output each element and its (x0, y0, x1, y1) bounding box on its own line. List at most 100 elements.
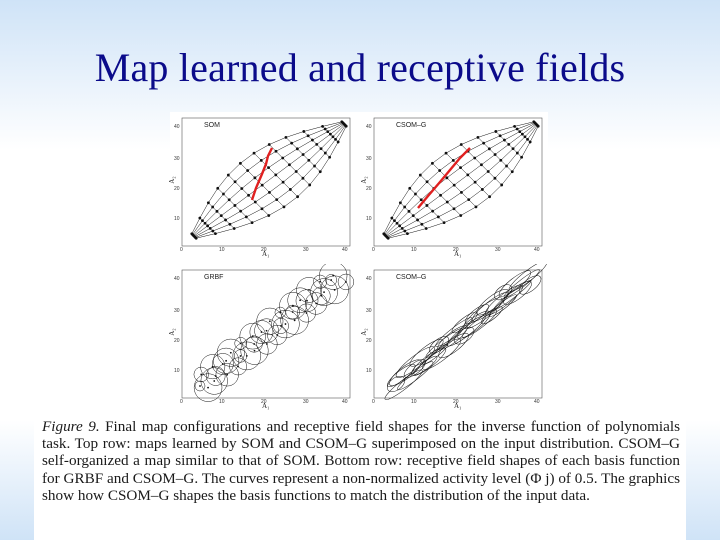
mesh-node (296, 195, 300, 199)
mesh-line (194, 124, 345, 237)
mesh-node (459, 143, 463, 146)
mesh-node (247, 193, 250, 197)
mesh-node (315, 142, 319, 146)
mesh-node (430, 161, 434, 165)
rbf-circle (313, 274, 328, 289)
receptive-field-ellipse (397, 361, 434, 391)
panel-csom-g-map-ylabel: A₂ (359, 176, 368, 184)
rbf-circle (194, 380, 206, 392)
mesh-node (211, 229, 215, 233)
mesh-node (386, 236, 390, 240)
panel-som-label: SOM (204, 122, 220, 129)
mesh-node (226, 173, 230, 177)
receptive-field-ellipse (518, 275, 542, 295)
mesh-node (282, 205, 286, 209)
rbf-circle (295, 289, 319, 312)
rbf-circle (213, 347, 240, 374)
mesh-node (313, 164, 316, 168)
mesh-node (214, 232, 217, 235)
rbf-circle (200, 367, 228, 395)
mesh-node (536, 124, 540, 128)
mesh-node (284, 135, 288, 139)
mesh-node (482, 141, 486, 145)
rbf-circle (254, 318, 279, 343)
mesh-node (439, 193, 442, 197)
rbf-circle (245, 335, 263, 353)
rbf-center (332, 274, 335, 277)
mesh-node (323, 127, 327, 131)
mesh-node (438, 169, 442, 172)
receptive-field-ellipse (387, 375, 405, 393)
mesh-node (418, 173, 422, 177)
rbf-circle (205, 366, 226, 386)
rbf-circle (280, 306, 309, 335)
rbf-circle (216, 338, 245, 367)
mesh-node (398, 224, 402, 228)
mesh-node (224, 218, 227, 222)
rbf-center (200, 373, 203, 376)
mesh-node (215, 209, 219, 213)
rbf-center (293, 319, 296, 322)
panel-som-xtick: 20 (261, 247, 267, 253)
mesh-node (498, 134, 502, 138)
rbf-circle (256, 307, 284, 335)
mesh-node (507, 142, 511, 146)
mesh-node (406, 232, 409, 235)
mesh-line (387, 125, 538, 238)
panel-csom-g-map-ytick: 10 (366, 216, 372, 222)
mesh-node (403, 229, 407, 233)
receptive-field-ellipse (451, 311, 478, 334)
mesh-node (288, 188, 292, 191)
mesh-node (198, 216, 202, 220)
mesh-node (390, 216, 394, 220)
panel-grbf-ytick: 10 (174, 368, 180, 374)
panel-som-ylabel: A₂ (167, 176, 176, 184)
mesh-node (331, 135, 335, 139)
mesh-node (252, 151, 256, 155)
figure-9: SOM A₂ A₁ 0 10 20 30 40 10 20 30 40 CSOM… (167, 112, 548, 412)
mesh-node (268, 190, 271, 194)
rbf-center (253, 349, 256, 352)
mesh-node (419, 198, 423, 202)
mesh-node (294, 170, 298, 173)
mesh-node (328, 155, 332, 159)
panel-grbf-xtick: 10 (219, 399, 225, 405)
receptive-field-ellipse (494, 284, 512, 301)
panel-csom-g-map-xtick: 0 (372, 247, 375, 253)
mesh-node (400, 227, 404, 230)
mesh-node (295, 147, 299, 151)
panel-csom-g-map-plot (373, 117, 543, 247)
mesh-line (383, 121, 534, 234)
mesh-node (425, 204, 429, 207)
rbf-center (265, 329, 268, 332)
mesh-node (408, 186, 412, 190)
mesh-node (500, 183, 504, 187)
mesh-node (240, 187, 244, 190)
panel-csom-g-fields-xtick: 40 (534, 399, 540, 405)
panel-csom-g-map-xtick: 20 (453, 247, 459, 253)
panel-grbf-xtick: 30 (303, 399, 309, 405)
panel-csom-g-fields-xtick: 20 (453, 399, 459, 405)
mesh-node (238, 161, 242, 165)
mesh-node (466, 173, 470, 177)
mesh-node (510, 170, 514, 174)
mesh-node (281, 156, 285, 160)
mesh-node (523, 135, 527, 139)
mesh-node (274, 173, 278, 177)
mesh-node (403, 205, 407, 209)
mesh-node (323, 151, 327, 155)
panel-grbf-label: GRBF (204, 274, 224, 281)
receptive-field-ellipse (464, 304, 489, 325)
mesh-node (267, 214, 271, 217)
rbf-center (306, 299, 308, 302)
mesh-node (253, 200, 257, 204)
panel-csom-g-map-ytick: 20 (366, 186, 372, 192)
mesh-node (194, 236, 198, 240)
grbf-receptive-fields (193, 264, 355, 402)
receptive-field-ellipse (429, 336, 449, 354)
rbf-center (207, 386, 209, 389)
mesh-node (233, 204, 237, 207)
figure-caption: Figure 9. Final map configurations and r… (34, 414, 686, 540)
panel-csom-g-map: CSOM–G A₂ A₁ 0 10 20 30 40 10 20 30 40 (359, 112, 547, 260)
panel-som-ytick: 20 (174, 186, 180, 192)
